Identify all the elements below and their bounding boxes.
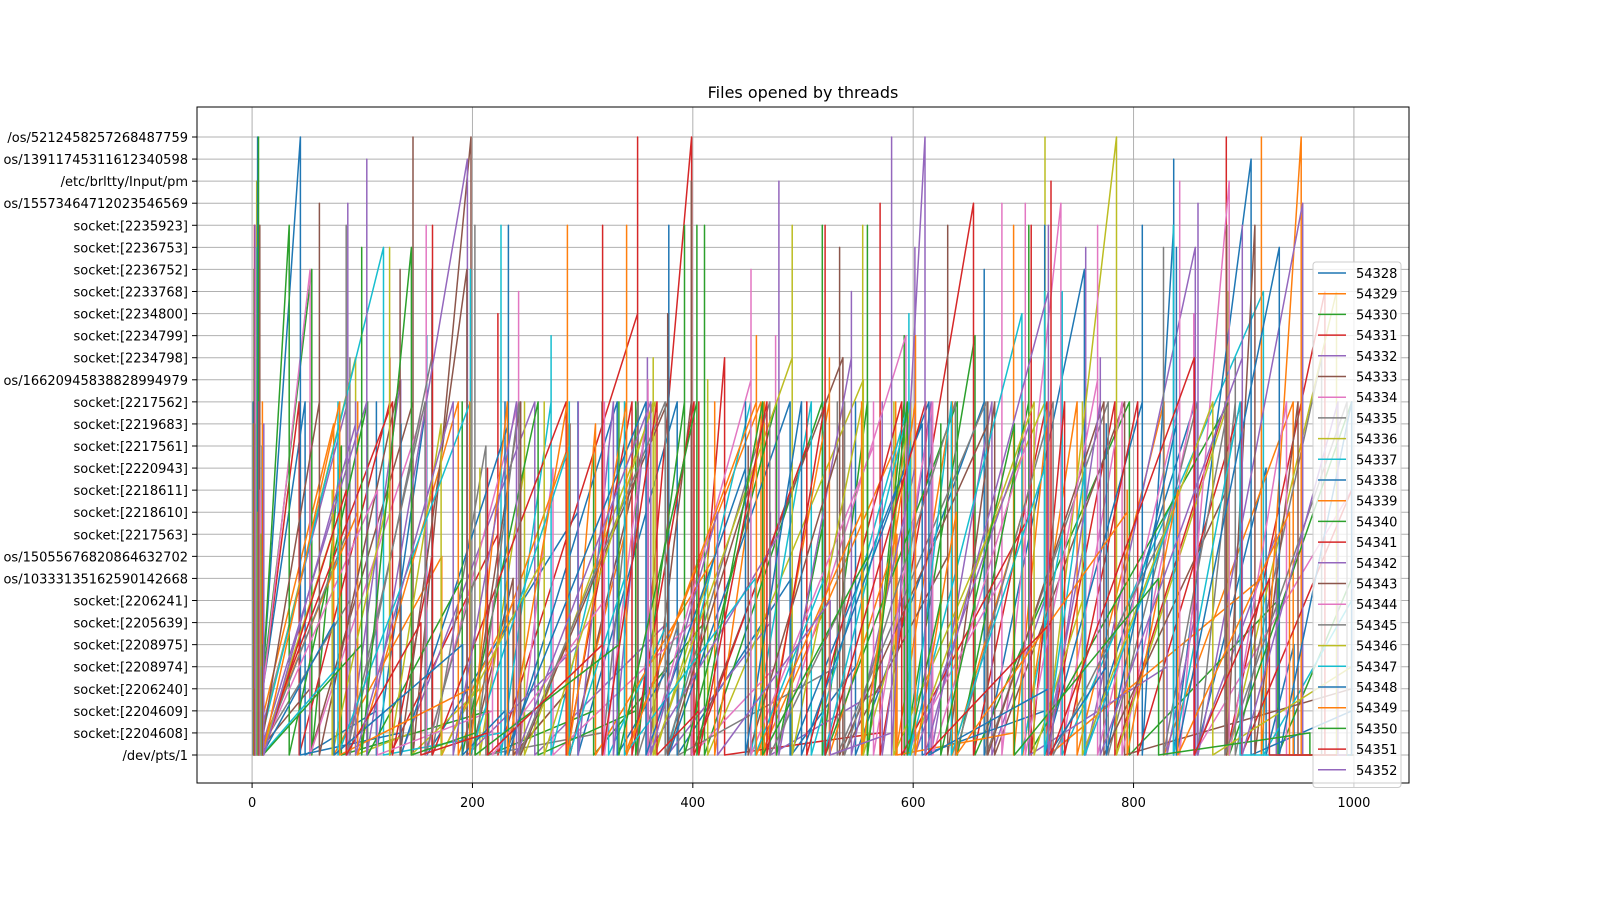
legend-entry: 54344 <box>1356 598 1397 613</box>
y-tick-label: socket:[2204608] <box>74 727 188 742</box>
legend-entry: 54337 <box>1356 453 1397 468</box>
x-tick-label: 800 <box>1121 796 1146 811</box>
x-tick-label: 600 <box>901 796 926 811</box>
legend: 54328 54329 54330 54331 54332 54333 54334 54335… <box>1312 261 1402 788</box>
series-line-54343 <box>259 202 1349 756</box>
legend-entry: 54351 <box>1356 743 1397 758</box>
x-tick-label: 200 <box>460 796 485 811</box>
legend-entry: 54345 <box>1356 619 1397 634</box>
y-tick-label: os/15055676820864632702 <box>3 550 188 565</box>
legend-entry: 54347 <box>1356 660 1397 675</box>
series-line-54349 <box>261 224 1347 756</box>
y-tick-label: socket:[2234799] <box>74 330 188 345</box>
legend-entry: 54332 <box>1356 350 1397 365</box>
x-tick-label: 1000 <box>1337 796 1370 811</box>
x-tick-label: 400 <box>680 796 705 811</box>
series-line-54346 <box>260 224 1353 756</box>
y-tick-label: socket:[2219683] <box>74 418 188 433</box>
y-tick-label: socket:[2236753] <box>74 241 188 256</box>
legend-entry: 54331 <box>1356 329 1397 344</box>
y-tick-label: /etc/brltty/Input/pm <box>61 175 188 190</box>
legend-entry: 54352 <box>1356 764 1397 779</box>
y-tick-label: os/13911745311612340598 <box>3 153 188 168</box>
y-tick-label: socket:[2234798] <box>74 352 188 367</box>
legend-entry: 54346 <box>1356 640 1397 655</box>
y-tick-label: socket:[2208974] <box>74 661 188 676</box>
legend-entry: 54334 <box>1356 391 1397 406</box>
y-tick-label: /dev/pts/1 <box>123 749 188 764</box>
y-tick-label: socket:[2220943] <box>74 462 188 477</box>
plot-frame <box>196 106 1410 784</box>
y-tick-label: socket:[2218610] <box>74 506 188 521</box>
y-tick-label: socket:[2204609] <box>74 705 188 720</box>
legend-entry: 54341 <box>1356 536 1397 551</box>
y-tick-label: socket:[2206240] <box>74 683 188 698</box>
y-tick-label: os/16620945838828994979 <box>3 374 188 389</box>
legend-entry: 54336 <box>1356 433 1397 448</box>
y-tick-label: socket:[2235923] <box>74 219 188 234</box>
y-tick-label: socket:[2208975] <box>74 639 188 654</box>
legend-entry: 54350 <box>1356 722 1397 737</box>
plot-lines <box>252 136 1354 756</box>
y-tick-label: socket:[2217562] <box>74 396 188 411</box>
y-tick-label: socket:[2233768] <box>74 286 188 301</box>
legend-entry: 54349 <box>1356 702 1397 717</box>
y-tick-label: os/10333135162590142668 <box>3 572 188 587</box>
y-tick-label: os/15573464712023546569 <box>3 197 188 212</box>
legend-entry: 54343 <box>1356 578 1397 593</box>
legend-entry: 54348 <box>1356 681 1397 696</box>
legend-entry: 54329 <box>1356 288 1397 303</box>
series-line-54350 <box>262 224 1347 756</box>
y-tick-label: socket:[2234800] <box>74 308 188 323</box>
y-tick-label: socket:[2218611] <box>74 484 188 499</box>
legend-entry: 54338 <box>1356 474 1397 489</box>
chart-title: Files opened by threads <box>708 83 899 102</box>
y-axis: /dev/pts/1 socket:[2204608] socket:[220460… <box>3 131 197 764</box>
y-tick-label: /os/5212458257268487759 <box>7 131 188 146</box>
legend-entry: 54335 <box>1356 412 1397 427</box>
y-tick-label: socket:[2217561] <box>74 440 188 455</box>
series-line-54334 <box>255 202 1353 756</box>
x-tick-label: 0 <box>248 796 256 811</box>
legend-entry: 54342 <box>1356 557 1397 572</box>
series-line-54344 <box>259 180 1349 756</box>
y-tick-label: socket:[2236752] <box>74 263 188 278</box>
series-line-54345 <box>259 224 1349 756</box>
y-tick-label: socket:[2205639] <box>74 617 188 632</box>
legend-entry: 54333 <box>1356 371 1397 386</box>
legend-entry: 54340 <box>1356 515 1397 530</box>
series-line-54352 <box>263 136 1346 756</box>
x-axis: 0 200 400 600 800 1000 <box>248 783 1370 811</box>
y-tick-label: socket:[2206241] <box>74 595 188 610</box>
series-line-54332 <box>254 202 1353 756</box>
legend-box <box>1312 261 1402 788</box>
series-line-54348 <box>261 246 1353 756</box>
series-line-54341 <box>258 224 1353 756</box>
legend-entry: 54328 <box>1356 267 1397 282</box>
y-tick-label: socket:[2217563] <box>74 528 188 543</box>
legend-entry: 54339 <box>1356 495 1397 510</box>
legend-entry: 54330 <box>1356 308 1397 323</box>
